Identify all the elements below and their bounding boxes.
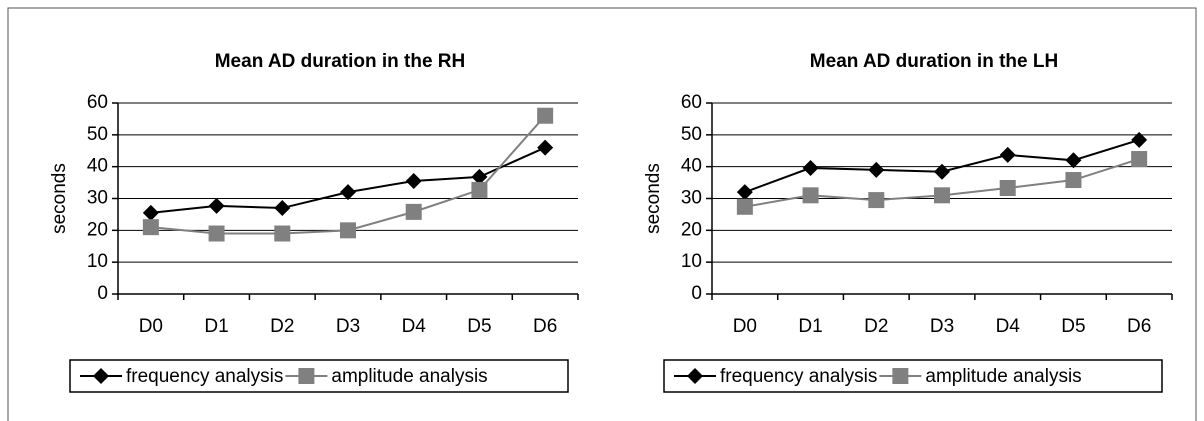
- legend-label: frequency analysis: [126, 366, 283, 387]
- point: [142, 219, 159, 236]
- x-tick-label: D1: [204, 316, 228, 337]
- x-tick-label: D6: [1127, 316, 1151, 337]
- y-axis-label: seconds: [49, 163, 70, 234]
- x-tick-label: D0: [733, 316, 757, 337]
- x-tick-label: D2: [270, 316, 294, 337]
- y-tick-label: 0: [691, 283, 702, 304]
- series: [736, 131, 1148, 201]
- legend-label: amplitude analysis: [925, 366, 1081, 387]
- y-tick-label: 0: [97, 283, 108, 304]
- point: [340, 184, 356, 201]
- legend-label: frequency analysis: [720, 366, 877, 387]
- point: [934, 163, 950, 180]
- point: [999, 179, 1016, 196]
- y-tick-label: 30: [681, 188, 702, 209]
- point: [934, 187, 950, 204]
- chart-title: Mean AD duration in the LH: [810, 51, 1058, 72]
- y-tick-label: 30: [87, 188, 108, 209]
- y-tick-label: 40: [681, 156, 702, 177]
- series: [736, 151, 1148, 215]
- point: [537, 107, 554, 124]
- point: [471, 168, 488, 185]
- x-tick-label: D1: [798, 316, 822, 337]
- x-tick-label: D2: [864, 316, 888, 337]
- x-tick-label: D4: [996, 316, 1021, 337]
- point: [736, 198, 753, 215]
- point: [1131, 131, 1148, 148]
- point: [892, 368, 909, 384]
- x-tick-label: D5: [1061, 316, 1085, 337]
- y-tick-label: 20: [681, 219, 702, 240]
- y-tick-label: 10: [87, 251, 108, 272]
- x-tick-label: D5: [467, 316, 491, 337]
- point: [93, 368, 109, 384]
- point: [868, 161, 885, 178]
- y-tick-label: 50: [87, 124, 108, 145]
- x-tick-label: D6: [533, 316, 557, 337]
- series: [142, 139, 554, 221]
- x-tick-label: D0: [139, 316, 163, 337]
- y-tick-label: 40: [87, 156, 108, 177]
- frame: [7, 7, 1197, 421]
- point: [1131, 151, 1148, 168]
- series: [142, 107, 554, 242]
- point: [1065, 152, 1082, 169]
- point: [471, 181, 488, 198]
- y-tick-label: 50: [681, 124, 702, 145]
- point: [208, 225, 225, 242]
- point: [405, 172, 422, 189]
- point: [208, 197, 225, 214]
- y-tick-label: 60: [87, 92, 108, 113]
- x-tick-label: D3: [336, 316, 360, 337]
- y-tick-label: 10: [681, 251, 702, 272]
- legend-label: amplitude analysis: [331, 366, 487, 387]
- point: [1065, 172, 1082, 189]
- y-axis-label: seconds: [643, 163, 664, 234]
- point: [537, 139, 554, 156]
- point: [802, 187, 819, 204]
- point: [274, 225, 291, 242]
- x-tick-label: D3: [930, 316, 954, 337]
- point: [802, 159, 819, 176]
- point: [999, 146, 1016, 163]
- point: [340, 222, 356, 239]
- y-tick-label: 60: [681, 92, 702, 113]
- x-tick-label: D4: [402, 316, 427, 337]
- chart-title: Mean AD duration in the RH: [215, 51, 466, 72]
- y-tick-label: 20: [87, 219, 108, 240]
- point: [868, 192, 885, 209]
- point: [274, 200, 291, 217]
- point: [405, 203, 422, 220]
- point: [736, 184, 753, 201]
- point: [142, 204, 159, 221]
- line: [150, 146, 546, 214]
- point: [687, 368, 703, 384]
- point: [298, 368, 315, 384]
